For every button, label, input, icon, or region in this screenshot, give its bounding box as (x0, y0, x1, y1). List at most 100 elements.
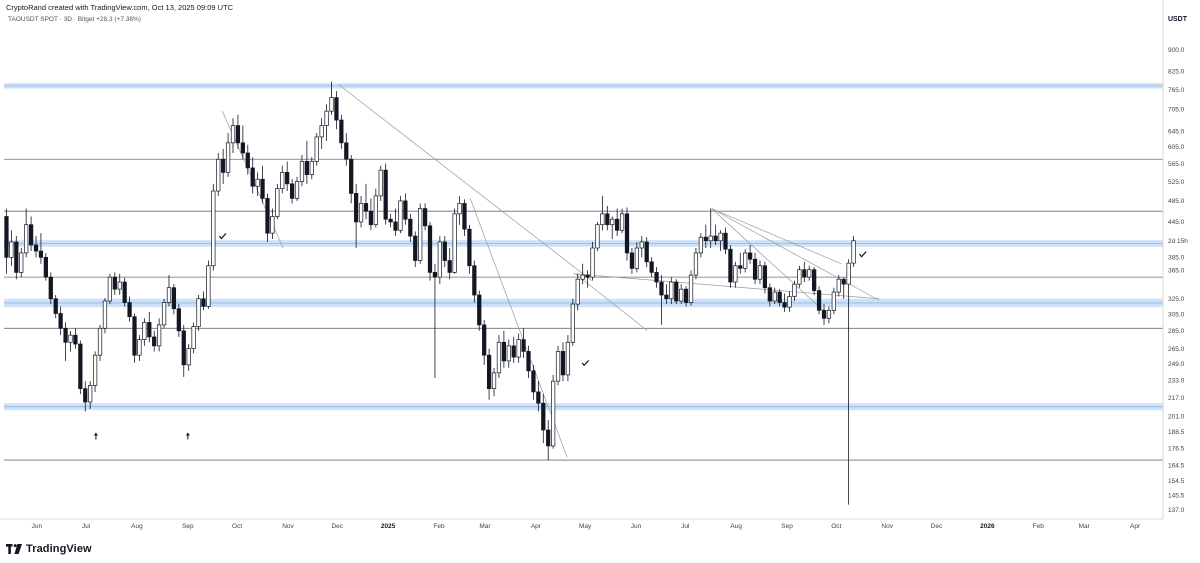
candle-body[interactable] (703, 236, 708, 242)
candle-body[interactable] (289, 183, 295, 199)
candle-body[interactable] (255, 178, 260, 187)
candle-body[interactable] (664, 294, 669, 300)
candle-body[interactable] (304, 161, 310, 175)
candle-body[interactable] (728, 248, 733, 283)
candle-body[interactable] (708, 235, 713, 242)
candle-body[interactable] (329, 97, 334, 112)
candle-body[interactable] (683, 288, 689, 303)
candle-body[interactable] (19, 252, 24, 273)
candle-body[interactable] (772, 291, 777, 302)
candle-body[interactable] (373, 195, 378, 226)
trendline[interactable] (711, 208, 842, 265)
tradingview-brand[interactable]: TradingView (6, 543, 92, 555)
candle-body[interactable] (762, 265, 768, 289)
candle-body[interactable] (669, 281, 674, 300)
candle-body[interactable] (176, 308, 181, 332)
candle-body[interactable] (186, 348, 191, 366)
candle-body[interactable] (659, 281, 664, 296)
candle-body[interactable] (211, 190, 216, 267)
candle-body[interactable] (299, 161, 305, 182)
candle-body[interactable] (624, 213, 630, 254)
candle-body[interactable] (358, 203, 364, 223)
candle-body[interactable] (161, 302, 167, 326)
candle-body[interactable] (491, 372, 497, 389)
candle-body[interactable] (585, 274, 590, 278)
candle-body[interactable] (767, 287, 772, 302)
candle-body[interactable] (511, 345, 516, 358)
candle-body[interactable] (142, 322, 147, 340)
candle-body[interactable] (388, 218, 393, 223)
candle-body[interactable] (14, 241, 19, 273)
candle-body[interactable] (157, 324, 162, 347)
candle-body[interactable] (393, 221, 398, 231)
candle-body[interactable] (792, 283, 797, 297)
candle-body[interactable] (688, 274, 694, 303)
candle-body[interactable] (9, 241, 14, 258)
candle-body[interactable] (206, 265, 211, 307)
candle-body[interactable] (743, 252, 748, 269)
candle-body[interactable] (619, 213, 625, 231)
candle-body[interactable] (551, 380, 556, 447)
candle-body[interactable] (531, 370, 536, 393)
candle-body[interactable] (275, 188, 280, 217)
candle-body[interactable] (452, 213, 457, 273)
candle-body[interactable] (422, 208, 428, 227)
trendline[interactable] (469, 198, 568, 458)
candle-body[interactable] (181, 330, 186, 366)
candle-body[interactable] (368, 210, 374, 226)
candle-body[interactable] (260, 178, 265, 199)
candle-body[interactable] (679, 288, 684, 302)
candle-body[interactable] (344, 142, 349, 160)
candle-body[interactable] (270, 216, 275, 234)
candle-body[interactable] (221, 158, 226, 173)
candle-body[interactable] (250, 167, 255, 187)
trendline[interactable] (711, 208, 880, 301)
candle-body[interactable] (560, 351, 566, 376)
candle-body[interactable] (280, 172, 285, 189)
candle-body[interactable] (442, 241, 447, 261)
candle-body[interactable] (486, 354, 492, 389)
candle-body[interactable] (836, 278, 841, 293)
candle-body[interactable] (196, 298, 201, 327)
candle-body[interactable] (225, 142, 231, 173)
candle-body[interactable] (265, 198, 270, 234)
candle-body[interactable] (595, 224, 600, 249)
candle-body[interactable] (851, 240, 856, 264)
candle-body[interactable] (802, 269, 807, 278)
candle-body[interactable] (615, 218, 620, 231)
candle-body[interactable] (68, 334, 73, 343)
candle-body[interactable] (83, 388, 88, 403)
candle-body[interactable] (48, 276, 53, 300)
candle-body[interactable] (413, 235, 418, 261)
currency-label[interactable]: USDT (1167, 16, 1187, 23)
candle-body[interactable] (526, 351, 531, 372)
symbol-legend[interactable]: TAOUSDT SPOT · 3D · Bitget +28.3 (+7.38%… (8, 16, 141, 23)
candle-body[interactable] (166, 287, 172, 303)
candle-body[interactable] (112, 276, 117, 290)
candle-body[interactable] (53, 298, 58, 314)
candle-body[interactable] (629, 252, 635, 269)
candle-body[interactable] (733, 265, 738, 283)
candle-body[interactable] (432, 272, 438, 278)
trendline[interactable] (573, 273, 880, 300)
candle-body[interactable] (674, 281, 679, 302)
candle-body[interactable] (752, 258, 758, 280)
candle-body[interactable] (831, 291, 836, 311)
candle-body[interactable] (319, 125, 324, 138)
trendline[interactable] (338, 84, 592, 281)
candle-body[interactable] (447, 260, 452, 273)
candle-body[interactable] (294, 181, 300, 199)
candle-body[interactable] (354, 193, 359, 223)
candle-body[interactable] (462, 203, 467, 230)
candle-body[interactable] (821, 309, 827, 319)
candle-body[interactable] (467, 228, 472, 267)
candle-body[interactable] (43, 256, 48, 278)
candle-body[interactable] (782, 302, 787, 308)
candle-body[interactable] (575, 278, 580, 305)
candle-body[interactable] (482, 324, 487, 356)
candle-body[interactable] (693, 252, 699, 276)
candle-body[interactable] (78, 343, 83, 389)
candle-body[interactable] (516, 339, 521, 358)
candle-body[interactable] (73, 334, 78, 345)
candle-body[interactable] (339, 119, 344, 144)
